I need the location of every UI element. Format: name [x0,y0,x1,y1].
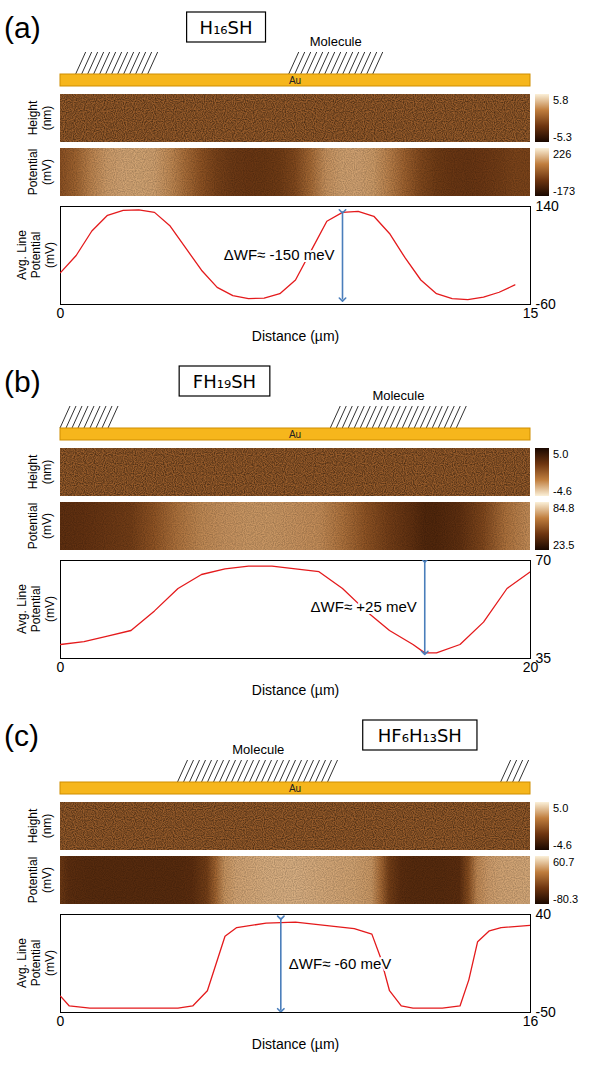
svg-text:-50: -50 [536,1004,556,1020]
svg-text:0: 0 [57,659,65,675]
svg-text:Distance (µm): Distance (µm) [252,682,339,698]
svg-text:(a): (a) [4,11,41,44]
svg-text:-173: -173 [553,185,575,196]
svg-text:Height(nm): Height(nm) [26,100,54,135]
svg-text:(b): (b) [4,365,41,398]
svg-text:H₁₆SH: H₁₆SH [200,17,253,38]
svg-text:Au: Au [289,429,301,440]
svg-text:70: 70 [536,552,552,568]
svg-text:-60: -60 [536,296,556,312]
svg-text:Height(nm): Height(nm) [26,454,54,489]
svg-text:16: 16 [523,1013,539,1029]
svg-text:Distance (µm): Distance (µm) [252,328,339,344]
svg-text:40: 40 [536,906,552,922]
svg-text:0: 0 [57,305,65,321]
svg-text:Au: Au [289,783,301,794]
svg-text:60.7: 60.7 [553,856,574,868]
svg-text:ΔWF≈ +25 meV: ΔWF≈ +25 meV [311,598,417,615]
svg-text:Avg. LinePotential(mV): Avg. LinePotential(mV) [15,230,57,280]
svg-text:Au: Au [289,75,301,86]
svg-text:-80.3: -80.3 [553,893,578,904]
svg-text:35: 35 [535,650,552,666]
svg-text:5.8: 5.8 [553,94,568,106]
svg-text:ΔWF≈ -60 meV: ΔWF≈ -60 meV [289,955,391,972]
svg-text:23.5: 23.5 [553,539,574,550]
svg-text:(c): (c) [4,719,39,752]
svg-text:FH₁₉SH: FH₁₉SH [193,371,256,392]
svg-text:Avg. LinePotential(mV): Avg. LinePotential(mV) [15,584,57,634]
svg-text:20: 20 [523,659,539,675]
svg-text:-4.6: -4.6 [553,485,572,497]
svg-text:-4.6: -4.6 [553,839,572,851]
svg-text:Avg. LinePotential(mV): Avg. LinePotential(mV) [15,938,57,988]
svg-text:Potential(mV): Potential(mV) [26,503,54,550]
svg-text:140: 140 [536,198,560,214]
svg-text:HF₆H₁₃SH: HF₆H₁₃SH [378,725,462,746]
svg-text:ΔWF≈ -150 meV: ΔWF≈ -150 meV [224,246,335,263]
svg-text:Potential(mV): Potential(mV) [26,149,54,196]
svg-text:226: 226 [553,148,571,160]
svg-text:5.0: 5.0 [553,802,568,814]
svg-text:Potential(mV): Potential(mV) [26,857,54,904]
svg-text:Molecule: Molecule [372,388,424,403]
svg-text:Molecule: Molecule [310,34,362,49]
svg-text:-5.3: -5.3 [553,131,572,143]
svg-text:Molecule: Molecule [232,742,284,757]
svg-text:Distance (µm): Distance (µm) [252,1036,339,1052]
svg-text:0: 0 [57,1013,65,1029]
svg-text:5.0: 5.0 [553,448,568,460]
svg-text:15: 15 [523,305,539,321]
svg-text:Height(nm): Height(nm) [26,808,54,843]
svg-text:84.8: 84.8 [553,502,574,514]
